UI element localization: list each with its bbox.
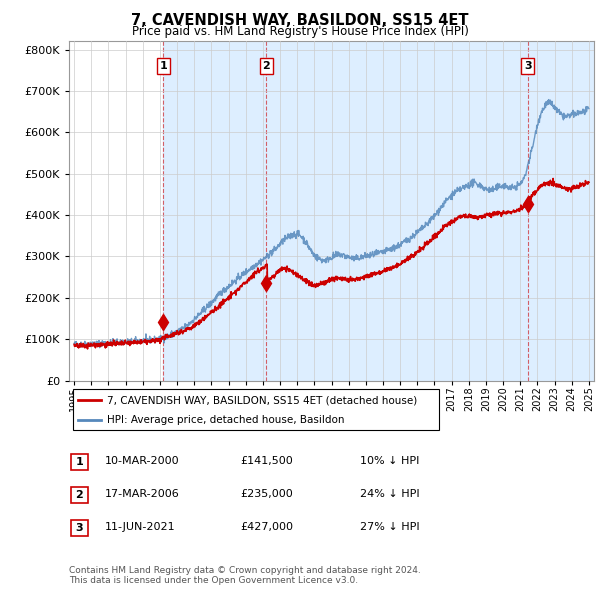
Text: £427,000: £427,000 — [240, 523, 293, 532]
Text: 3: 3 — [524, 61, 532, 71]
Text: Price paid vs. HM Land Registry's House Price Index (HPI): Price paid vs. HM Land Registry's House … — [131, 25, 469, 38]
Bar — [586, 41, 594, 381]
Text: 3: 3 — [76, 523, 83, 533]
FancyBboxPatch shape — [71, 487, 88, 503]
Text: 2: 2 — [76, 490, 83, 500]
Text: 24% ↓ HPI: 24% ↓ HPI — [360, 490, 419, 499]
FancyBboxPatch shape — [73, 389, 439, 430]
Text: 7, CAVENDISH WAY, BASILDON, SS15 4ET (detached house): 7, CAVENDISH WAY, BASILDON, SS15 4ET (de… — [107, 395, 417, 405]
Text: 7, CAVENDISH WAY, BASILDON, SS15 4ET: 7, CAVENDISH WAY, BASILDON, SS15 4ET — [131, 13, 469, 28]
Bar — [163, 41, 266, 381]
Bar — [528, 41, 594, 381]
Text: 1: 1 — [76, 457, 83, 467]
Text: £235,000: £235,000 — [240, 490, 293, 499]
Text: 10-MAR-2000: 10-MAR-2000 — [105, 457, 179, 466]
Text: 1: 1 — [160, 61, 167, 71]
FancyBboxPatch shape — [71, 454, 88, 470]
Text: 2: 2 — [263, 61, 271, 71]
Text: 11-JUN-2021: 11-JUN-2021 — [105, 523, 176, 532]
Bar — [266, 41, 528, 381]
FancyBboxPatch shape — [71, 520, 88, 536]
Text: 17-MAR-2006: 17-MAR-2006 — [105, 490, 180, 499]
Text: Contains HM Land Registry data © Crown copyright and database right 2024.
This d: Contains HM Land Registry data © Crown c… — [69, 566, 421, 585]
Text: HPI: Average price, detached house, Basildon: HPI: Average price, detached house, Basi… — [107, 415, 344, 425]
Text: £141,500: £141,500 — [240, 457, 293, 466]
Text: 27% ↓ HPI: 27% ↓ HPI — [360, 523, 419, 532]
Text: 10% ↓ HPI: 10% ↓ HPI — [360, 457, 419, 466]
